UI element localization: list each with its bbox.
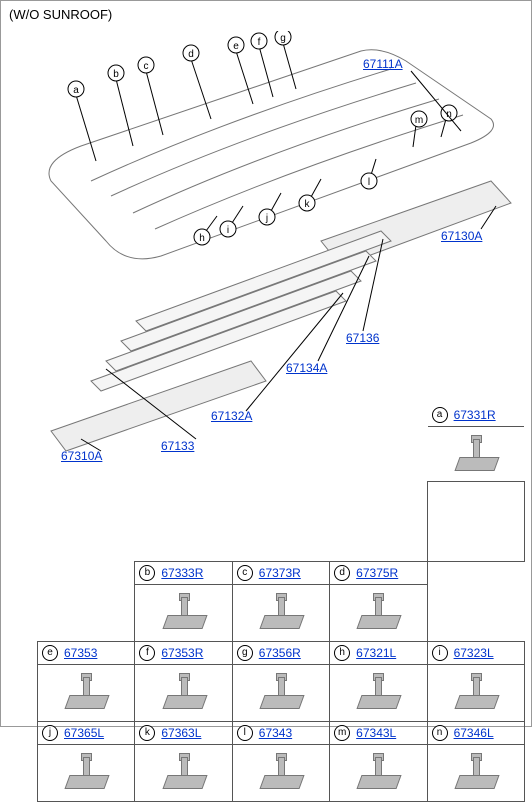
cell-j: j67365L bbox=[38, 722, 135, 802]
cell-e: e67353 bbox=[38, 642, 135, 722]
svg-text:b: b bbox=[113, 69, 119, 80]
cell-l: l67343 bbox=[232, 722, 329, 802]
variant-title: (W/O SUNROOF) bbox=[9, 7, 112, 22]
part-cross-3[interactable]: 67134A bbox=[286, 361, 327, 375]
cell-m: m67343L bbox=[330, 722, 427, 802]
part-n[interactable]: 67346L bbox=[454, 726, 494, 740]
cell-g: g67356R bbox=[232, 642, 329, 722]
part-d[interactable]: 67375R bbox=[356, 566, 398, 580]
bracket-grid: a67331R b67333R c67373R d67375R bbox=[37, 481, 525, 802]
part-roof-panel[interactable]: 67111A bbox=[363, 57, 403, 71]
cell-i: i67323L bbox=[427, 642, 524, 722]
part-rail-rear[interactable]: 67130A bbox=[441, 229, 482, 243]
svg-text:i: i bbox=[227, 225, 229, 236]
svg-text:j: j bbox=[265, 213, 268, 224]
diagram-page: (W/O SUNROOF) a b c d e f bbox=[0, 0, 532, 727]
svg-text:l: l bbox=[368, 177, 370, 188]
cell-k: k67363L bbox=[135, 722, 232, 802]
svg-text:m: m bbox=[415, 115, 423, 126]
cell-c: c67373R bbox=[232, 562, 329, 642]
svg-text:e: e bbox=[233, 41, 239, 52]
svg-text:h: h bbox=[199, 233, 205, 244]
part-i[interactable]: 67323L bbox=[454, 646, 494, 660]
roof-drawing: a b c d e f g h i j k l m n bbox=[21, 31, 521, 461]
part-e[interactable]: 67353 bbox=[64, 646, 97, 660]
svg-text:a: a bbox=[73, 85, 79, 96]
bracket-icon bbox=[451, 435, 501, 475]
cell-d: d67375R bbox=[330, 562, 427, 642]
cell-a: a67331R bbox=[427, 404, 524, 484]
part-h[interactable]: 67321L bbox=[356, 646, 396, 660]
svg-text:g: g bbox=[280, 33, 286, 44]
part-c[interactable]: 67373R bbox=[259, 566, 301, 580]
cell-f: f67353R bbox=[135, 642, 232, 722]
cell-n: n67346L bbox=[427, 722, 524, 802]
part-cross-1[interactable]: 67132A bbox=[211, 409, 252, 423]
part-k[interactable]: 67363L bbox=[161, 726, 201, 740]
part-a[interactable]: 67331R bbox=[454, 408, 496, 422]
part-rail-front[interactable]: 67310A bbox=[61, 449, 102, 463]
svg-text:f: f bbox=[258, 37, 261, 48]
svg-text:d: d bbox=[188, 49, 194, 60]
part-b[interactable]: 67333R bbox=[161, 566, 203, 580]
part-g[interactable]: 67356R bbox=[259, 646, 301, 660]
part-m[interactable]: 67343L bbox=[356, 726, 396, 740]
part-j[interactable]: 67365L bbox=[64, 726, 104, 740]
part-l[interactable]: 67343 bbox=[259, 726, 292, 740]
part-f[interactable]: 67353R bbox=[161, 646, 203, 660]
cell-h: h67321L bbox=[330, 642, 427, 722]
part-cross-4[interactable]: 67136 bbox=[346, 331, 379, 345]
svg-text:c: c bbox=[144, 61, 149, 72]
cell-b: b67333R bbox=[135, 562, 232, 642]
part-cross-2[interactable]: 67133 bbox=[161, 439, 194, 453]
